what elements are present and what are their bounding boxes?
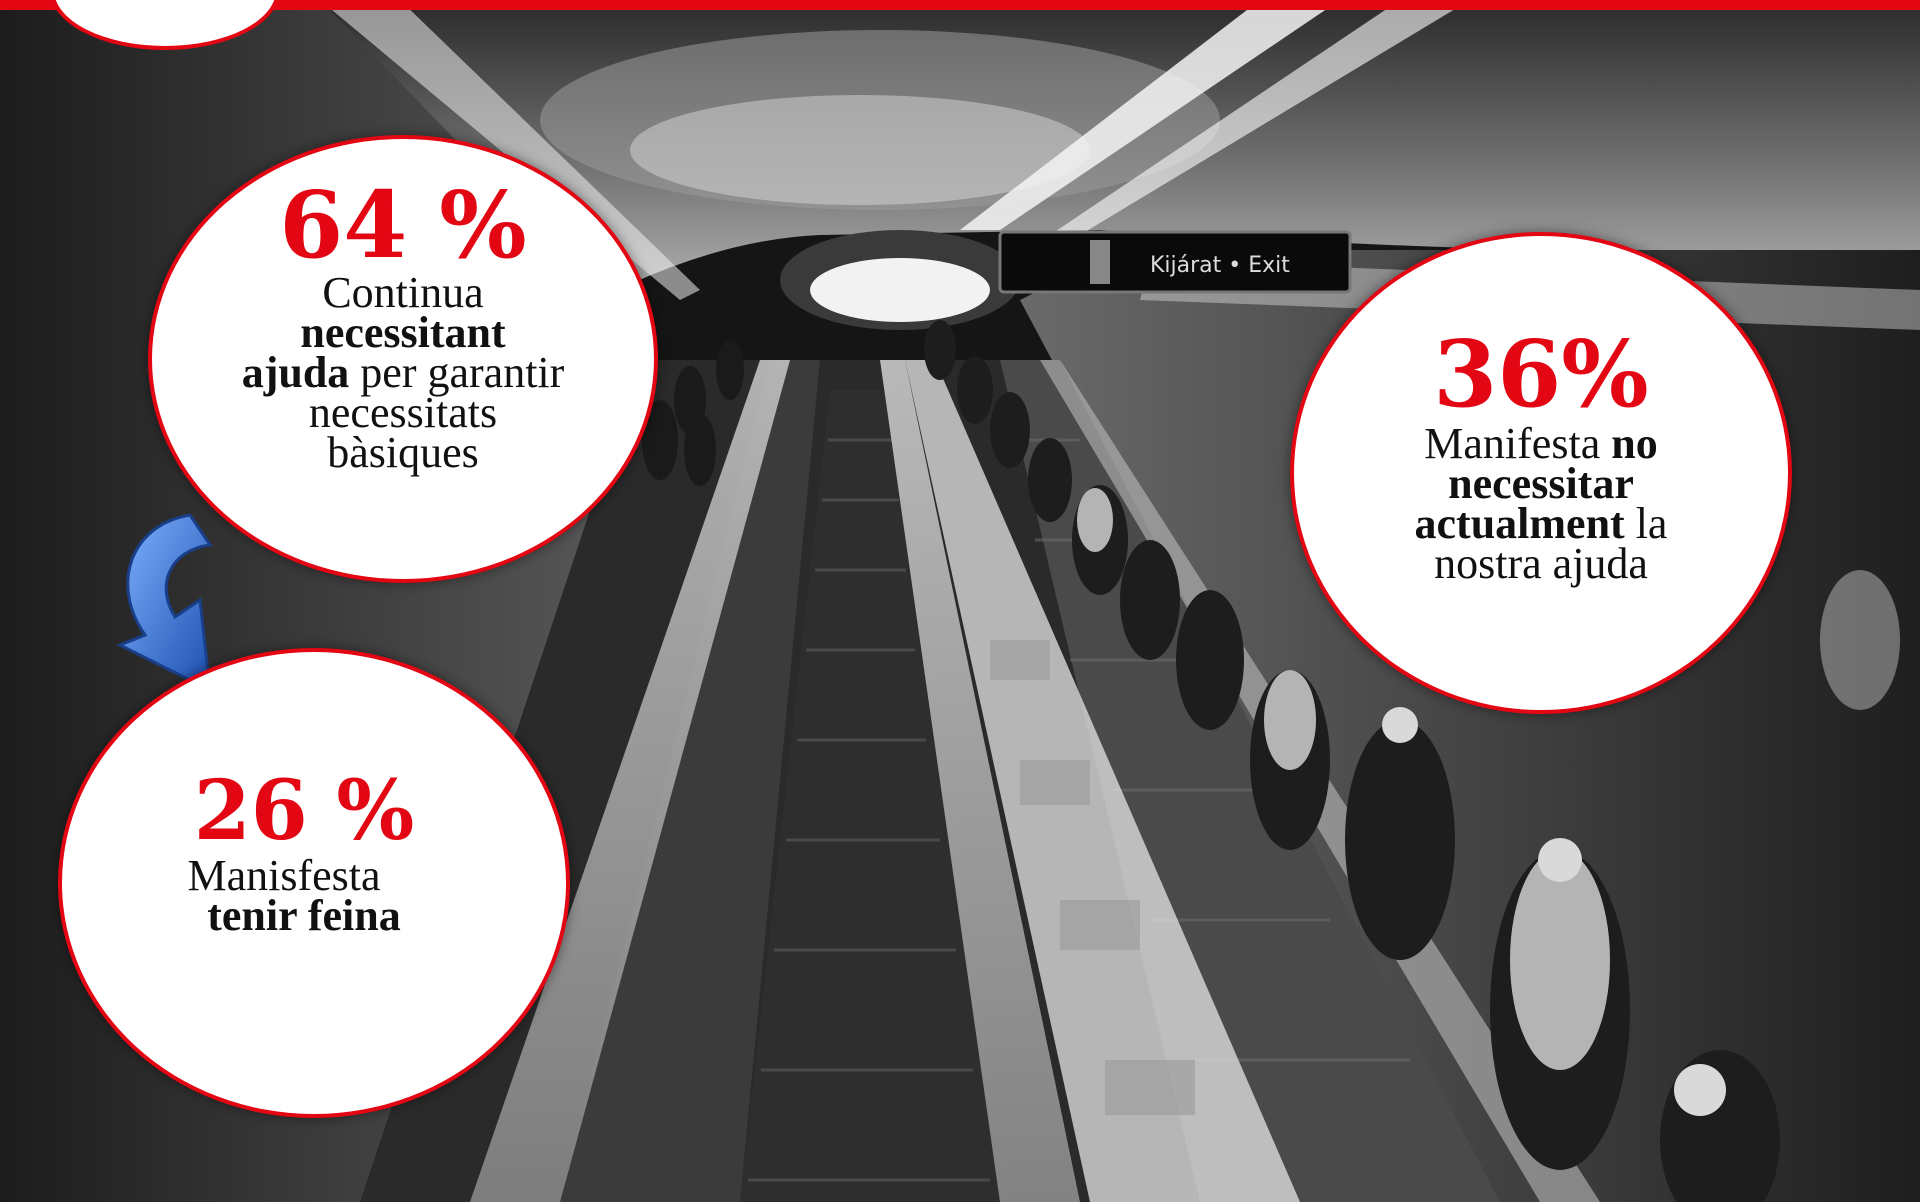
top-accent-bar — [0, 0, 1920, 10]
text-bold: no — [1611, 419, 1658, 468]
stat-has-job: 26 % Manisfesta tenir feina — [58, 648, 570, 1118]
text-line: Manisfesta — [187, 851, 381, 900]
exit-sign-text: Kijárat • Exit — [1150, 253, 1290, 278]
stat-needs-help: 64 % Continua necessitant ajuda per gara… — [148, 135, 658, 583]
stat-description-has-job: Manisfesta tenir feina — [62, 854, 566, 938]
stat-no-help: 36% Manifesta no necessitar actualment l… — [1290, 232, 1792, 714]
text-bold: ajuda — [241, 348, 350, 397]
text-line: bàsiques — [327, 428, 479, 477]
text-bold: actualment — [1414, 499, 1625, 548]
text-line: nostra ajuda — [1434, 539, 1648, 588]
text-line: Continua — [322, 268, 484, 317]
exit-sign: Kijárat • Exit — [998, 230, 1352, 294]
stat-value-64: 64 % — [279, 171, 527, 279]
text-line: per garantir — [349, 348, 565, 397]
text-line: necessitats — [308, 388, 498, 437]
curved-arrow-down-icon — [116, 513, 213, 693]
stat-description-no-help: Manifesta no necessitar actualment la no… — [1294, 422, 1788, 586]
text-line: la — [1624, 499, 1668, 548]
stat-value-36: 36% — [1433, 320, 1649, 428]
stat-value-26: 26 % — [193, 763, 415, 859]
stat-description-needs-help: Continua necessitant ajuda per garantir … — [152, 271, 654, 475]
text-bold: necessitar — [1448, 459, 1634, 508]
text-line: Manifesta — [1424, 419, 1612, 468]
text-bold: tenir feina — [207, 891, 401, 940]
text-bold: necessitant — [300, 308, 506, 357]
